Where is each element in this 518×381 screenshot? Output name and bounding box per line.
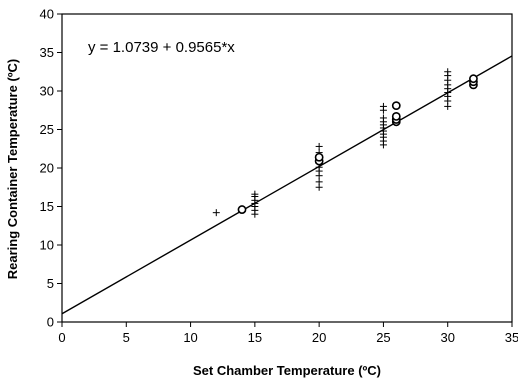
y-tick-label: 40: [40, 7, 54, 22]
x-tick-label: 25: [376, 330, 390, 345]
y-axis-title: Rearing Container Temperature (ºC): [5, 59, 20, 280]
plus-point: [212, 209, 220, 217]
x-tick-label: 20: [312, 330, 326, 345]
circle-point: [237, 205, 247, 214]
circle-point: [391, 112, 401, 121]
y-tick-label: 15: [40, 199, 54, 214]
plus-point: [315, 142, 323, 150]
circle-point: [391, 101, 401, 111]
y-tick-label: 10: [40, 238, 54, 253]
y-tick-label: 30: [40, 84, 54, 99]
regression-line: [61, 55, 513, 315]
y-tick-label: 25: [40, 122, 54, 137]
data-points: [212, 68, 478, 218]
circle-point: [469, 74, 478, 84]
x-axis-ticks: 0 5 10 15 20 25 30 35: [58, 322, 518, 345]
x-tick-label: 35: [505, 330, 518, 345]
x-tick-label: 5: [123, 330, 130, 345]
x-tick-label: 15: [248, 330, 262, 345]
plus-point: [315, 178, 323, 186]
regression-equation: y = 1.0739 + 0.9565*x: [88, 39, 235, 56]
x-tick-label: 0: [58, 330, 65, 345]
y-axis-ticks: 0 5 10 15 20 25 30 35 40: [40, 7, 62, 330]
y-tick-label: 35: [40, 45, 54, 60]
plus-point: [379, 114, 387, 122]
plus-point: [444, 68, 452, 76]
y-tick-label: 0: [47, 315, 54, 330]
x-tick-label: 10: [183, 330, 197, 345]
y-tick-label: 20: [40, 161, 54, 176]
x-tick-label: 30: [440, 330, 454, 345]
x-axis-title: Set Chamber Temperature (ºC): [193, 363, 381, 378]
plus-point: [379, 102, 387, 110]
regression-line-group: [61, 55, 513, 315]
plus-point: [251, 190, 259, 198]
circle-point: [314, 152, 324, 162]
y-tick-label: 5: [47, 276, 54, 291]
